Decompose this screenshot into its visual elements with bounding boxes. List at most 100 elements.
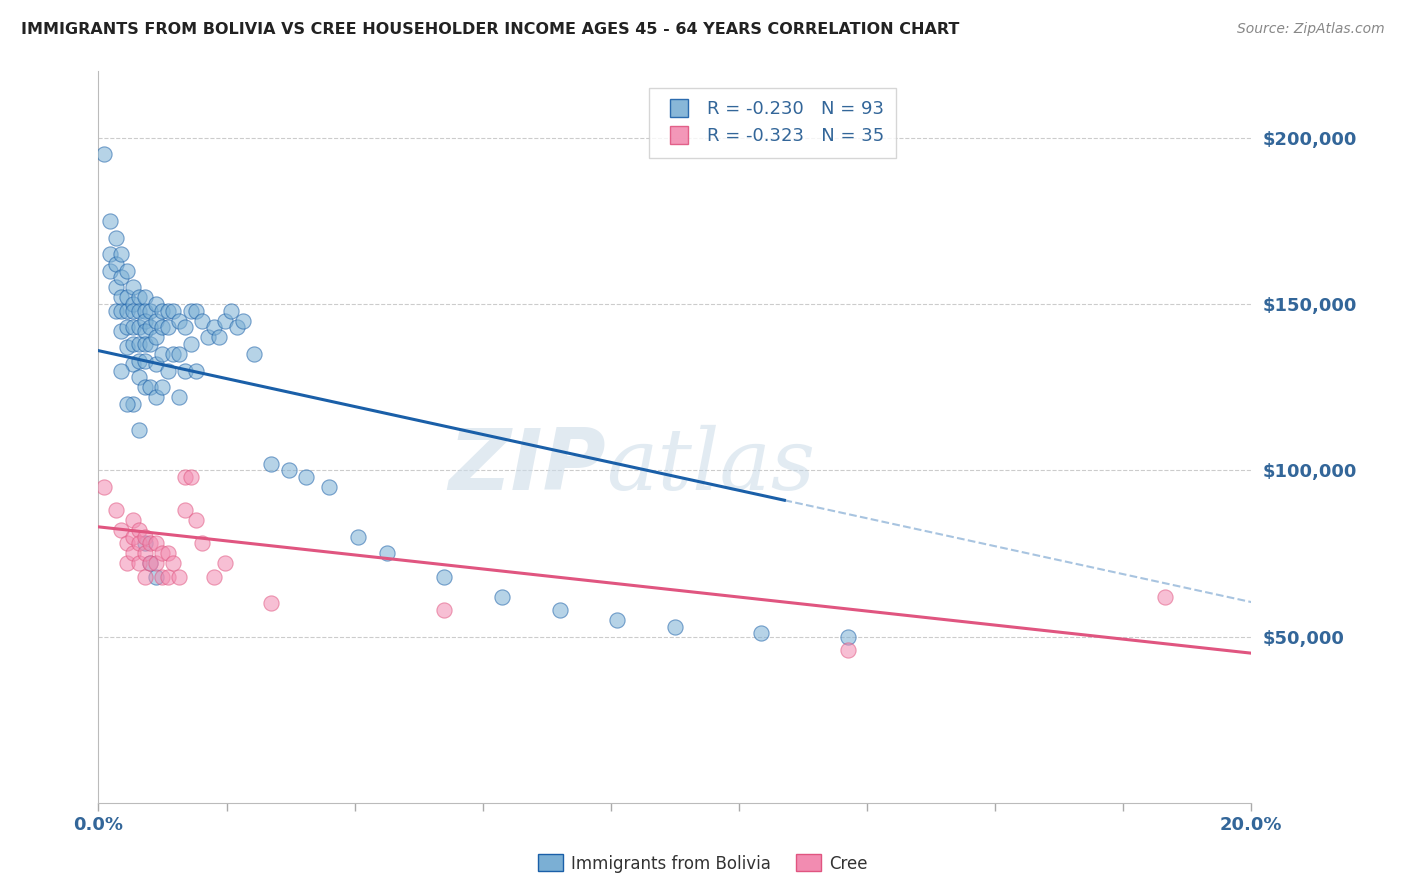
Point bbox=[156, 570, 179, 584]
Point bbox=[128, 353, 150, 368]
Point bbox=[186, 363, 208, 377]
Point bbox=[117, 264, 139, 278]
Point bbox=[104, 230, 127, 244]
Point bbox=[128, 320, 150, 334]
Point bbox=[134, 546, 156, 560]
Point bbox=[134, 353, 156, 368]
Point bbox=[139, 557, 162, 571]
Point bbox=[1154, 590, 1177, 604]
Point bbox=[145, 557, 167, 571]
Point bbox=[117, 340, 139, 354]
Point bbox=[145, 390, 167, 404]
Point bbox=[134, 380, 156, 394]
Point bbox=[186, 303, 208, 318]
Point bbox=[318, 480, 340, 494]
Point bbox=[174, 363, 197, 377]
Point bbox=[156, 320, 179, 334]
Point bbox=[117, 290, 139, 304]
Point bbox=[122, 320, 145, 334]
Point bbox=[98, 247, 121, 261]
Point bbox=[145, 297, 167, 311]
Point bbox=[134, 324, 156, 338]
Point bbox=[225, 320, 247, 334]
Point bbox=[219, 303, 242, 318]
Point bbox=[98, 264, 121, 278]
Point bbox=[150, 347, 173, 361]
Point bbox=[139, 536, 162, 550]
Point bbox=[156, 303, 179, 318]
Point bbox=[197, 330, 219, 344]
Point bbox=[104, 280, 127, 294]
Point bbox=[117, 557, 139, 571]
Point bbox=[433, 603, 456, 617]
Point bbox=[606, 613, 628, 627]
Point bbox=[214, 314, 236, 328]
Point bbox=[128, 523, 150, 537]
Point bbox=[186, 513, 208, 527]
Point bbox=[139, 320, 162, 334]
Point bbox=[260, 596, 283, 610]
Point bbox=[277, 463, 299, 477]
Point bbox=[145, 314, 167, 328]
Point bbox=[837, 630, 859, 644]
Point bbox=[128, 337, 150, 351]
Point bbox=[243, 347, 266, 361]
Point bbox=[122, 513, 145, 527]
Point bbox=[837, 643, 859, 657]
Point bbox=[664, 619, 686, 633]
Point bbox=[117, 397, 139, 411]
Point bbox=[214, 557, 236, 571]
Point bbox=[491, 590, 513, 604]
Point bbox=[134, 303, 156, 318]
Point bbox=[134, 314, 156, 328]
Point bbox=[167, 570, 190, 584]
Point bbox=[128, 290, 150, 304]
Point bbox=[145, 536, 167, 550]
Point bbox=[145, 357, 167, 371]
Point bbox=[128, 536, 150, 550]
Point bbox=[134, 337, 156, 351]
Point bbox=[375, 546, 398, 560]
Point bbox=[156, 363, 179, 377]
Point bbox=[122, 297, 145, 311]
Text: ZIP: ZIP bbox=[449, 425, 606, 508]
Point bbox=[260, 457, 283, 471]
Point bbox=[346, 530, 368, 544]
Point bbox=[128, 424, 150, 438]
Point bbox=[433, 570, 456, 584]
Point bbox=[174, 320, 197, 334]
Point bbox=[110, 270, 132, 285]
Point bbox=[548, 603, 571, 617]
Point bbox=[104, 303, 127, 318]
Point bbox=[104, 503, 127, 517]
Point bbox=[231, 314, 254, 328]
Point bbox=[110, 290, 132, 304]
Point bbox=[139, 303, 162, 318]
Point bbox=[134, 536, 156, 550]
Point bbox=[122, 357, 145, 371]
Point bbox=[122, 303, 145, 318]
Point bbox=[139, 557, 162, 571]
Point bbox=[117, 536, 139, 550]
Point bbox=[110, 363, 132, 377]
Point bbox=[93, 480, 115, 494]
Point bbox=[117, 320, 139, 334]
Point bbox=[180, 303, 202, 318]
Point bbox=[122, 397, 145, 411]
Legend: Immigrants from Bolivia, Cree: Immigrants from Bolivia, Cree bbox=[531, 847, 875, 880]
Point bbox=[150, 546, 173, 560]
Point bbox=[202, 320, 225, 334]
Point bbox=[162, 557, 184, 571]
Point bbox=[751, 626, 773, 640]
Point bbox=[117, 303, 139, 318]
Point bbox=[191, 536, 214, 550]
Point bbox=[167, 390, 190, 404]
Point bbox=[122, 280, 145, 294]
Text: Source: ZipAtlas.com: Source: ZipAtlas.com bbox=[1237, 22, 1385, 37]
Legend: R = -0.230   N = 93, R = -0.323   N = 35: R = -0.230 N = 93, R = -0.323 N = 35 bbox=[648, 87, 897, 158]
Point bbox=[110, 324, 132, 338]
Point bbox=[122, 530, 145, 544]
Point bbox=[98, 214, 121, 228]
Text: atlas: atlas bbox=[606, 425, 815, 508]
Point bbox=[174, 470, 197, 484]
